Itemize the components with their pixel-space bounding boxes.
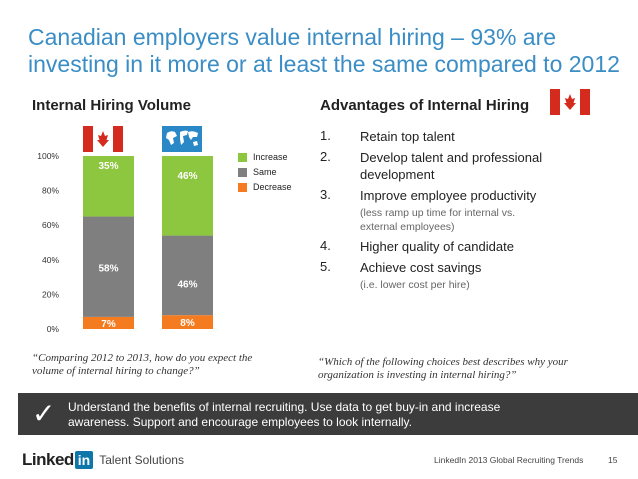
y-tick-label: 60%: [42, 220, 59, 230]
y-tick-label: 80%: [42, 186, 59, 196]
legend-swatch-decrease: [238, 182, 247, 192]
checkmark-icon: ✓: [32, 398, 56, 429]
canada-flag-icon: [83, 126, 123, 152]
bar-segment-same: [162, 235, 213, 316]
legend-increase: Increase: [238, 152, 288, 162]
page-number: 15: [608, 455, 618, 465]
bar-segment-decrease: [162, 315, 213, 329]
bar-segment-increase: [83, 156, 134, 217]
data-label: 7%: [101, 319, 116, 330]
list-item-number: 2.: [320, 149, 331, 164]
survey-question-left: “Comparing 2012 to 2013, how do you expe…: [32, 352, 253, 377]
title-line-2: investing in it more or at least the sam…: [28, 51, 620, 77]
list-item-number: 1.: [320, 128, 331, 143]
list-item-subtext: (less ramp up time for internal vs. exte…: [360, 207, 516, 233]
advantages-heading: Advantages of Internal Hiring: [320, 97, 530, 114]
slide-title: Canadian employers value internal hiring…: [28, 24, 628, 78]
footer-source: LinkedIn 2013 Global Recruiting Trends: [434, 455, 584, 465]
list-item: 2. Develop talent and professional devel…: [320, 149, 620, 183]
world-map-icon: [162, 126, 202, 152]
legend-swatch-increase: [238, 152, 247, 162]
legend-label-same: Same: [253, 167, 277, 177]
bars: [83, 156, 213, 329]
takeaway-text: Understand the benefits of internal recr…: [68, 400, 501, 429]
bar-segment-increase: [162, 156, 213, 236]
list-item-subtext: (i.e. lower cost per hire): [360, 279, 470, 291]
list-item-number: 3.: [320, 187, 331, 202]
legend-swatch-same: [238, 167, 247, 177]
list-item: 1. Retain top talent: [320, 128, 620, 145]
advantages-list: 1. Retain top talent 2. Develop talent a…: [320, 128, 620, 296]
y-tick-label: 40%: [42, 255, 59, 265]
internal-hiring-chart: 0% 20% 40% 60% 80% 100% 7% 58% 35% 8% 46% 46%: [37, 151, 213, 334]
y-tick-label: 100%: [37, 151, 59, 161]
list-item: 5. Achieve cost savings (i.e. lower cost…: [320, 259, 620, 292]
data-label: 46%: [177, 279, 197, 290]
list-item-number: 5.: [320, 259, 331, 274]
bar-segment-same: [83, 216, 134, 317]
logo-subtitle: Talent Solutions: [99, 453, 184, 467]
logo-wordmark: Linked: [22, 450, 74, 469]
list-item-text: Achieve cost savings: [360, 260, 482, 275]
list-item-text: Improve employee productivity: [360, 188, 537, 203]
list-item: 3. Improve employee productivity (less r…: [320, 187, 620, 234]
legend-decrease: Decrease: [238, 182, 292, 192]
y-tick-label: 0%: [47, 324, 60, 334]
data-labels: 7% 58% 35% 8% 46% 46%: [98, 161, 197, 330]
data-label: 46%: [177, 171, 197, 182]
footer: Linked in Talent Solutions LinkedIn 2013…: [0, 440, 638, 479]
bar-segment-decrease: [83, 316, 134, 329]
y-tick-label: 20%: [42, 289, 59, 299]
data-label: 58%: [98, 264, 118, 275]
data-label: 8%: [180, 318, 195, 329]
legend-same: Same: [238, 167, 277, 177]
list-item-text: Retain top talent: [360, 129, 455, 144]
list-item-number: 4.: [320, 238, 331, 253]
logo-in-badge: in: [74, 451, 94, 469]
list-item-text: Higher quality of candidate: [360, 239, 514, 254]
internal-hiring-volume-heading: Internal Hiring Volume: [32, 97, 191, 114]
data-label: 35%: [98, 161, 118, 172]
y-axis: 0% 20% 40% 60% 80% 100%: [37, 151, 59, 334]
legend-label-increase: Increase: [253, 152, 288, 162]
legend-label-decrease: Decrease: [253, 182, 292, 192]
list-item-text: Develop talent and professional developm…: [360, 150, 543, 182]
linkedin-logo: Linked in Talent Solutions: [22, 450, 184, 470]
takeaway-banner: ✓ Understand the benefits of internal re…: [18, 393, 638, 435]
canada-flag-icon: [550, 89, 590, 115]
survey-question-right: “Which of the following choices best des…: [318, 356, 568, 381]
title-line-1: Canadian employers value internal hiring…: [28, 24, 557, 50]
list-item: 4. Higher quality of candidate: [320, 238, 620, 255]
